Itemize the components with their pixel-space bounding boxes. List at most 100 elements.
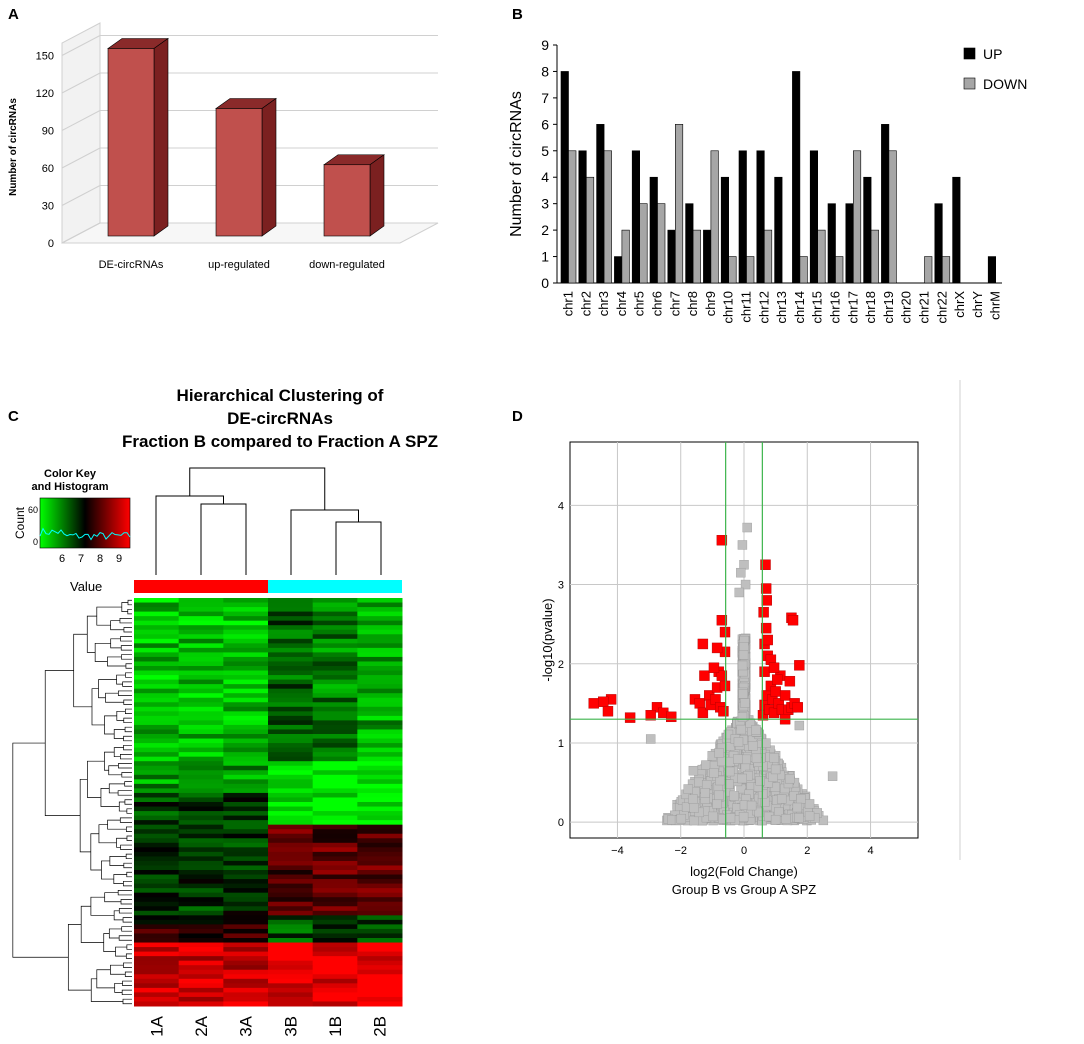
- heatmap-cell: [223, 638, 269, 644]
- row-dendro-branch: [121, 772, 132, 778]
- heatmap-cell: [268, 675, 314, 681]
- heatmap-cell: [178, 928, 224, 934]
- row-dendro-branch: [94, 642, 111, 662]
- x-axis-title: log2(Fold Change): [690, 864, 798, 879]
- heatmap-cell: [357, 634, 403, 640]
- heatmap-cell: [223, 770, 269, 776]
- heatmap-cell: [134, 724, 180, 730]
- heatmap-cell: [223, 838, 269, 844]
- bar-down: [710, 150, 719, 284]
- group-bar-b: [268, 580, 402, 593]
- x-tick-label: chr1: [561, 291, 576, 316]
- heatmap-cell: [357, 942, 403, 948]
- heatmap-cell: [312, 947, 358, 953]
- point-gray: [712, 799, 722, 809]
- heatmap-cell: [223, 702, 269, 708]
- heatmap-cell: [134, 851, 180, 857]
- point-gray: [737, 660, 748, 671]
- heatmap-cells: [134, 598, 403, 1007]
- bar-up: [578, 150, 587, 284]
- heatmap-cell: [268, 679, 314, 685]
- heatmap-cell: [178, 897, 224, 903]
- heatmap-cell: [134, 888, 180, 894]
- heatmap-cell: [357, 851, 403, 857]
- heatmap-cell: [223, 783, 269, 789]
- chart-a-de-circrna-counts: 0 30 60 90 120 150 Number of circRNAs DE-circRN…: [8, 22, 439, 271]
- heatmap-cell: [223, 815, 269, 821]
- heatmap-cell: [178, 679, 224, 685]
- row-dendro-branch: [123, 717, 132, 724]
- heatmap-cell: [312, 747, 358, 753]
- heatmap-cell: [357, 783, 403, 789]
- heatmap-cell: [312, 675, 358, 681]
- bar-up: [649, 176, 658, 284]
- heatmap-cell: [134, 720, 180, 726]
- heatmap-cell: [134, 897, 180, 903]
- color-key-x-tick: 8: [97, 553, 103, 565]
- row-dendro-branch: [118, 908, 132, 914]
- bar-up: [614, 256, 623, 284]
- point-gray: [725, 813, 736, 823]
- heatmap-cell: [178, 675, 224, 681]
- heatmap-cell: [268, 598, 314, 604]
- heatmap-cell: [134, 978, 180, 984]
- heatmap-cell: [134, 924, 180, 930]
- x-tick-label: chr4: [614, 291, 629, 316]
- point-gray: [804, 799, 815, 809]
- heatmap-cell: [178, 706, 224, 712]
- heatmap-cell: [357, 938, 403, 944]
- row-dendro-branch: [126, 808, 132, 814]
- point-gray: [725, 756, 735, 767]
- row-dendro-branch: [98, 679, 117, 699]
- x-tick-label: chr18: [863, 291, 878, 324]
- heatmap-cell: [357, 629, 403, 635]
- heatmap-cell: [178, 783, 224, 789]
- heatmap-cell: [134, 842, 180, 848]
- heatmap-cell: [134, 629, 180, 635]
- heatmap-cell: [178, 919, 224, 925]
- heatmap-cell: [268, 647, 314, 653]
- heatmap-cell: [268, 715, 314, 721]
- y-tick-label: 7: [541, 90, 549, 106]
- heatmap-cell: [312, 960, 358, 966]
- color-key-title-line-2: and Histogram: [31, 481, 108, 493]
- heatmap-cell: [134, 928, 180, 934]
- heatmap-cell: [357, 734, 403, 740]
- heatmap-cell: [268, 738, 314, 744]
- point-gray: [645, 734, 656, 744]
- bar-up: [987, 256, 997, 284]
- heatmap-cell: [312, 992, 358, 998]
- bar-up: [792, 71, 801, 284]
- x-tick-label: −4: [611, 845, 624, 857]
- heatmap-cell: [357, 901, 403, 907]
- heatmap-cell: [134, 824, 180, 830]
- heatmap-cell: [268, 811, 314, 817]
- heatmap-cell: [357, 956, 403, 962]
- heatmap-cell: [178, 851, 224, 857]
- heatmap-cell: [223, 724, 269, 730]
- bar-up: [560, 71, 569, 284]
- point-gray: [794, 813, 804, 823]
- heatmap-cell: [134, 734, 180, 740]
- heatmap-cell: [268, 706, 314, 712]
- heatmap-cell: [357, 874, 403, 880]
- bar-up: [809, 150, 819, 284]
- heatmap-cell: [223, 652, 269, 658]
- heatmap-cell: [178, 738, 224, 744]
- bar-down: [621, 229, 630, 284]
- heatmap-cell: [134, 715, 180, 721]
- heatmap-cell: [357, 987, 403, 993]
- row-dendro-branch: [120, 844, 132, 850]
- heatmap-cell: [268, 634, 314, 640]
- heatmap-cell: [223, 675, 269, 681]
- heatmap-cell: [178, 906, 224, 912]
- heatmap-cell: [312, 919, 358, 925]
- y-tick-label: 6: [541, 116, 549, 132]
- x-tick-label: chr13: [774, 291, 789, 324]
- color-key-x-tick: 7: [78, 553, 84, 565]
- heatmap-cell: [357, 838, 403, 844]
- y-tick-label: 3: [541, 196, 549, 212]
- heatmap-cell: [178, 638, 224, 644]
- row-dendro-branch: [79, 778, 91, 853]
- heatmap-cell: [134, 765, 180, 771]
